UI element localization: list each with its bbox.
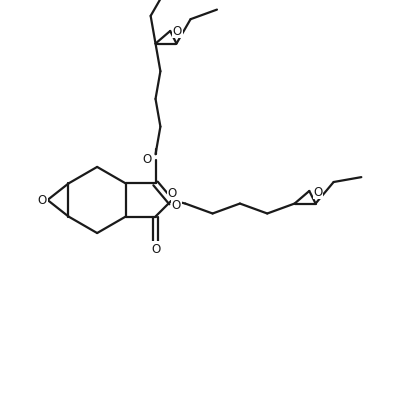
Text: O: O — [143, 152, 152, 165]
Text: O: O — [167, 187, 176, 200]
Text: O: O — [173, 26, 182, 38]
Text: O: O — [314, 186, 323, 199]
Text: O: O — [37, 194, 47, 207]
Text: O: O — [172, 198, 181, 211]
Text: O: O — [151, 243, 160, 256]
